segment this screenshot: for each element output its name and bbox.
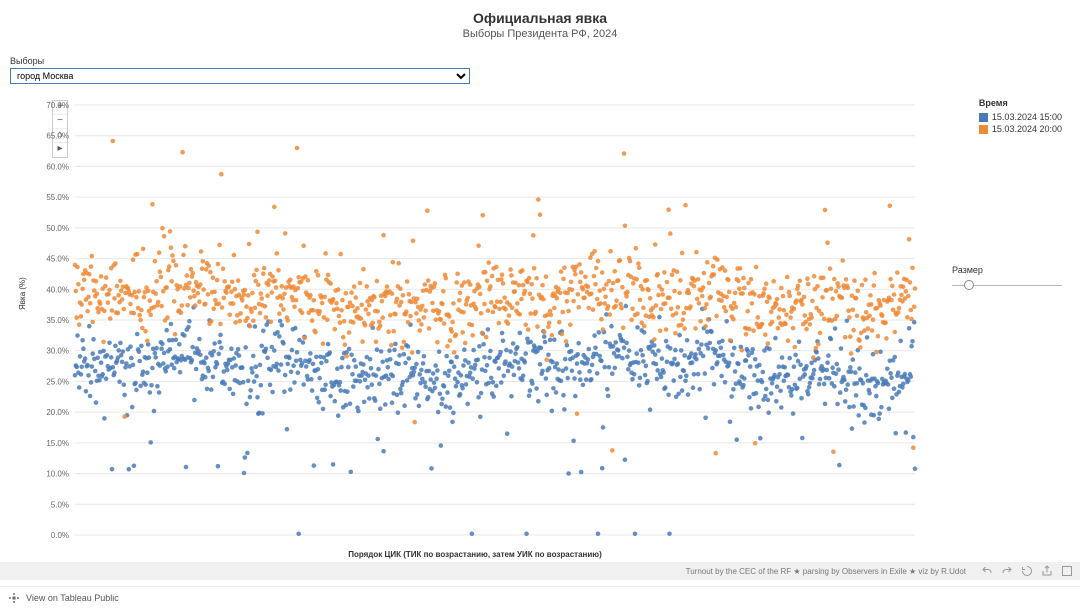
size-control: Размер bbox=[952, 265, 1062, 291]
legend-label-0: 15.03.2024 15:00 bbox=[992, 112, 1062, 122]
legend-item-1[interactable]: 15.03.2024 20:00 bbox=[979, 124, 1062, 134]
share-icon[interactable] bbox=[1040, 564, 1054, 578]
x-axis-label: Порядок ЦИК (ТИК по возрастанию, затем У… bbox=[348, 550, 602, 559]
svg-text:20.0%: 20.0% bbox=[46, 408, 69, 417]
legend-swatch-0 bbox=[979, 113, 988, 122]
size-slider-knob[interactable] bbox=[964, 280, 974, 290]
page-title: Официальная явка bbox=[0, 10, 1080, 26]
legend: Время 15.03.2024 15:00 15.03.2024 20:00 bbox=[979, 98, 1062, 136]
tableau-icon bbox=[8, 592, 20, 604]
size-label: Размер bbox=[952, 265, 1062, 275]
svg-text:5.0%: 5.0% bbox=[51, 500, 69, 509]
svg-text:0.0%: 0.0% bbox=[51, 531, 69, 540]
bottom-bar: View on Tableau Public bbox=[0, 586, 1080, 608]
svg-text:15.0%: 15.0% bbox=[46, 439, 69, 448]
svg-text:45.0%: 45.0% bbox=[46, 255, 69, 264]
svg-text:65.0%: 65.0% bbox=[46, 132, 69, 141]
fullscreen-icon[interactable] bbox=[1060, 564, 1074, 578]
svg-text:60.0%: 60.0% bbox=[46, 162, 69, 171]
undo-icon[interactable] bbox=[980, 564, 994, 578]
svg-text:30.0%: 30.0% bbox=[46, 347, 69, 356]
svg-text:55.0%: 55.0% bbox=[46, 193, 69, 202]
filter-label: Выборы bbox=[10, 56, 470, 66]
size-slider[interactable] bbox=[952, 279, 1062, 291]
page-subtitle: Выборы Президента РФ, 2024 bbox=[0, 28, 1080, 40]
svg-text:50.0%: 50.0% bbox=[46, 224, 69, 233]
svg-text:40.0%: 40.0% bbox=[46, 285, 69, 294]
svg-text:10.0%: 10.0% bbox=[46, 470, 69, 479]
footer-credit: Turnout by the CEC of the RF ★ parsing b… bbox=[686, 567, 966, 576]
svg-text:70.0%: 70.0% bbox=[46, 101, 69, 110]
legend-title: Время bbox=[979, 98, 1062, 108]
legend-item-0[interactable]: 15.03.2024 15:00 bbox=[979, 112, 1062, 122]
legend-swatch-1 bbox=[979, 125, 988, 134]
tableau-public-link[interactable]: View on Tableau Public bbox=[8, 592, 119, 604]
scatter-chart[interactable]: 0.0% 5.0% 10.0% 15.0% 20.0% 25.0% 30.0% 35.0% 40… bbox=[25, 95, 925, 555]
svg-text:35.0%: 35.0% bbox=[46, 316, 69, 325]
footer-bar: Turnout by the CEC of the RF ★ parsing b… bbox=[0, 562, 1080, 580]
svg-text:25.0%: 25.0% bbox=[46, 377, 69, 386]
region-select[interactable]: город Москва bbox=[10, 68, 470, 84]
tableau-link-label: View on Tableau Public bbox=[26, 593, 119, 603]
reset-icon[interactable] bbox=[1020, 564, 1034, 578]
redo-icon[interactable] bbox=[1000, 564, 1014, 578]
legend-label-1: 15.03.2024 20:00 bbox=[992, 124, 1062, 134]
